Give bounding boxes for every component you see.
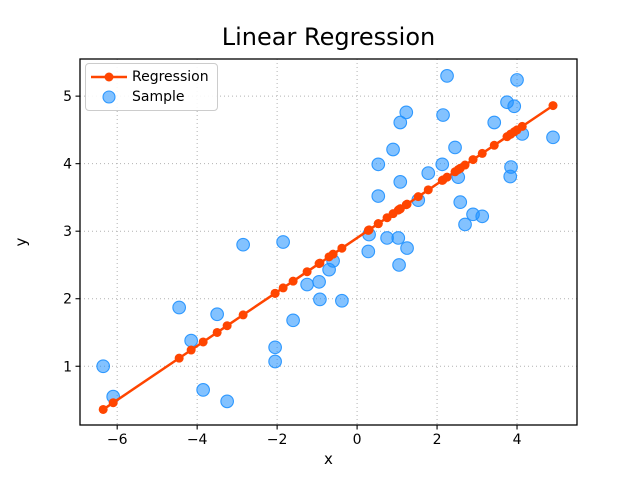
legend: Regression Sample [85,63,218,111]
regression-marker [315,258,325,268]
legend-label-regression: Regression [132,69,209,85]
sample-point [335,293,349,308]
sample-point [196,383,211,397]
regression-marker [174,353,184,363]
regression-marker [288,276,298,286]
sample-point [448,140,462,155]
legend-item-regression: Regression [86,67,217,87]
sample-point [453,195,468,210]
sample-point [268,354,282,369]
regression-marker [328,249,338,259]
sample-point [546,130,560,145]
sample-point [440,69,454,83]
regression-marker [373,219,383,229]
x-tick-label: 0 [353,432,362,448]
sample-point [220,394,234,409]
regression-marker [270,288,280,298]
sample-point [391,231,406,245]
regression-marker [98,404,108,414]
sample-point [392,258,406,272]
sample-point [421,166,436,180]
regression-marker [108,398,118,408]
x-axis-label: x [324,450,333,468]
regression-marker [222,321,232,331]
regression-marker [517,121,527,131]
regression-marker [212,327,222,337]
sample-point [487,115,502,130]
sample-point [276,235,290,249]
sample-point [300,277,314,292]
sample-point [96,359,111,374]
regression-marker [477,148,487,158]
regression-marker [460,160,470,170]
sample-point [371,189,386,203]
regression-marker [442,172,452,182]
sample-point [436,108,450,122]
y-axis-label: y [12,237,30,247]
sample-point [312,274,326,289]
sample-point [313,292,327,307]
y-tick-label: 1 [63,359,72,375]
sample-point [400,241,414,255]
sample-point [510,73,524,87]
sample-point [268,340,282,355]
legend-label-sample: Sample [132,89,185,105]
sample-point [507,99,522,114]
sample-point [236,237,250,252]
sample-point [399,105,414,120]
x-tick-label: −4 [187,432,208,448]
y-tick-label: 2 [63,292,72,308]
regression-marker [468,155,478,165]
regression-marker [186,345,196,355]
x-tick-label: 2 [433,432,442,448]
sample-point [475,209,490,224]
sample-point [393,175,408,189]
regression-marker [238,310,248,320]
regression-marker [364,225,374,235]
y-tick-label: 3 [63,224,72,240]
sample-point [435,157,450,172]
sample-point [458,217,472,232]
regression-marker [423,185,433,195]
y-tick-label: 5 [63,89,72,105]
sample-point [504,160,518,174]
regression-marker [489,140,499,150]
sample-point [172,300,187,315]
sample-point [361,244,376,259]
regression-marker [302,267,312,277]
chart-title: Linear Regression [221,23,436,51]
regression-marker [337,243,347,253]
regression-marker [198,337,208,347]
regression-marker [278,283,288,293]
regression-marker [413,192,423,202]
sample-point [371,157,386,172]
sample-dot-icon [86,89,132,105]
x-tick-label: 4 [513,432,522,448]
sample-point [184,333,199,348]
sample-point [386,142,400,157]
axes-spines [79,58,578,426]
x-tick-label: −6 [107,432,128,448]
legend-item-sample: Sample [86,87,217,107]
sample-point [210,307,224,322]
regression-marker [402,199,412,209]
regression-marker [548,101,558,111]
sample-point [286,313,300,328]
y-tick-label: 4 [63,157,72,173]
x-tick-label: −2 [267,432,288,448]
sample-point [393,115,408,130]
regression-line-icon [86,70,132,84]
